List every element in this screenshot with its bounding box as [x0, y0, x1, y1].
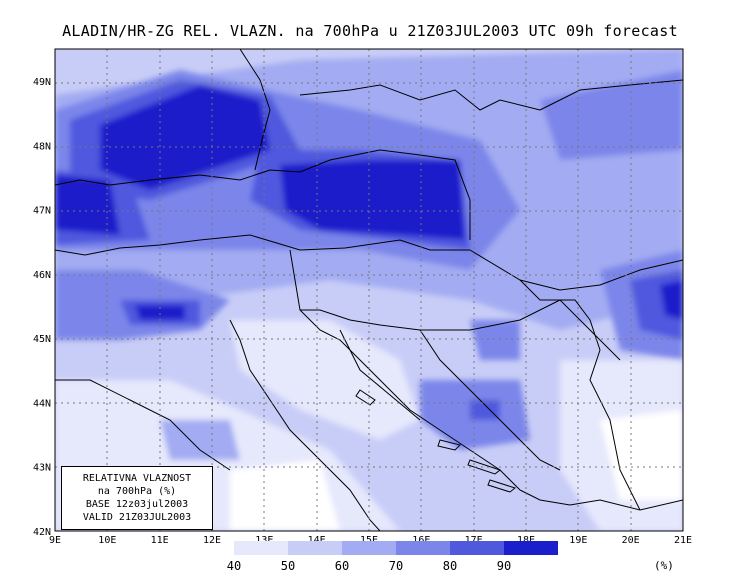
x-tick-label: 11E	[151, 535, 169, 546]
x-tick-label: 13E	[255, 535, 273, 546]
x-tick-label: 17E	[465, 535, 483, 546]
y-tick-label: 43N	[33, 463, 51, 474]
x-tick-label: 20E	[622, 535, 640, 546]
graticule	[55, 49, 683, 531]
y-tick-label: 45N	[33, 334, 51, 345]
map-title: ALADIN/HR-ZG REL. VLAZN. na 700hPa u 21Z…	[62, 22, 678, 40]
colorbar-swatch	[450, 541, 504, 555]
y-tick-label: 49N	[33, 77, 51, 88]
colorbar-swatch	[504, 541, 558, 555]
info-line-3: BASE 12z03jul2003	[85, 499, 189, 510]
info-line-4: VALID 21Z03JUL2003	[82, 512, 192, 523]
y-tick-label: 48N	[33, 141, 51, 152]
colorbar-swatch	[396, 541, 450, 555]
colorbar-level-label: 50	[280, 559, 296, 573]
colorbar-level-label: 80	[442, 559, 458, 573]
x-tick-label: 19E	[569, 535, 587, 546]
colorbar-level-label: 60	[334, 559, 350, 573]
colorbar-unit: (%)	[654, 559, 674, 572]
y-axis-ticks: 42N 43N 44N 45N 46N 47N 48N 49N	[33, 77, 51, 538]
colorbar-swatch	[234, 541, 288, 555]
info-line-1: RELATIVNA VLAZNOST	[82, 473, 192, 484]
x-tick-label: 18E	[517, 535, 535, 546]
x-tick-label: 15E	[360, 535, 378, 546]
x-tick-label: 16E	[412, 535, 430, 546]
x-tick-label: 14E	[308, 535, 326, 546]
colorbar-swatch	[342, 541, 396, 555]
x-tick-label: 21E	[674, 535, 692, 546]
x-tick-label: 10E	[98, 535, 116, 546]
x-tick-label: 12E	[203, 535, 221, 546]
info-legend-box: RELATIVNA VLAZNOST na 700hPa (%) BASE 12…	[61, 466, 213, 530]
info-line-2: na 700hPa (%)	[97, 486, 177, 497]
y-tick-label: 42N	[33, 527, 51, 538]
colorbar-swatch	[288, 541, 342, 555]
colorbar-level-label: 40	[226, 559, 242, 573]
y-tick-label: 44N	[33, 398, 51, 409]
colorbar-level-label: 90	[496, 559, 512, 573]
colorbar-level-label: 70	[388, 559, 404, 573]
y-tick-label: 47N	[33, 206, 51, 217]
x-tick-label: 9E	[49, 535, 61, 546]
plot-frame	[54, 48, 684, 532]
x-axis-ticks: 9E 10E 11E 12E 13E 14E 15E 16E 17E 18E 19E 20E 21E	[49, 535, 692, 546]
humidity-field	[55, 49, 683, 531]
y-tick-label: 46N	[33, 270, 51, 281]
country-borders	[55, 49, 683, 531]
